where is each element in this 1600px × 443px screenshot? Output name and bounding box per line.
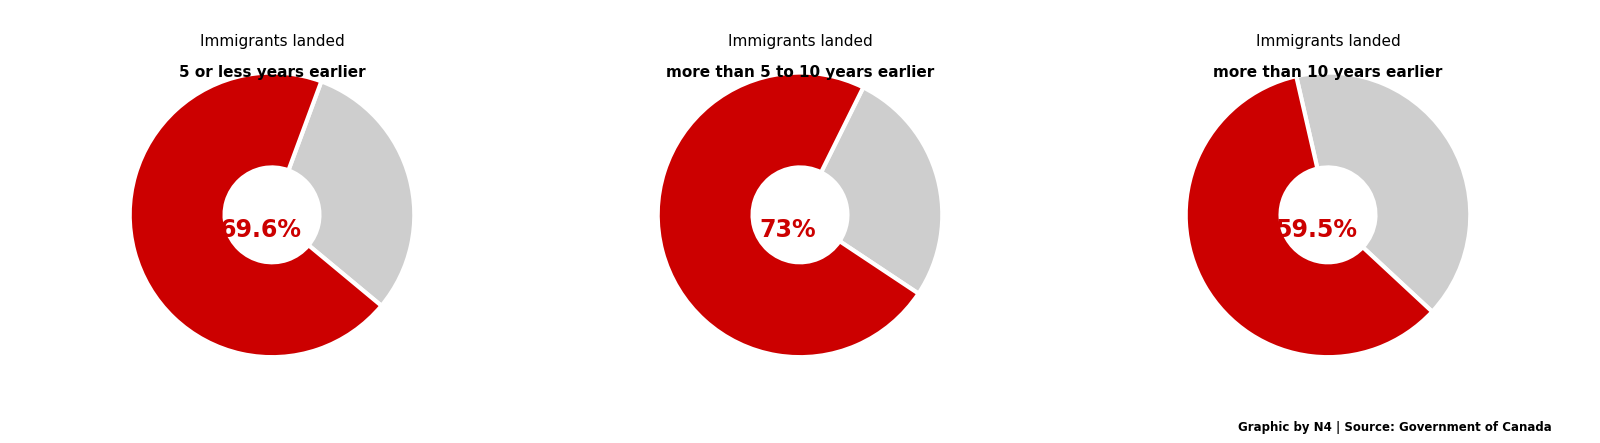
Text: more than 10 years earlier: more than 10 years earlier [1213,65,1443,80]
Text: 69.6%: 69.6% [219,218,301,242]
Text: Immigrants landed: Immigrants landed [1256,34,1400,49]
Text: Immigrants landed: Immigrants landed [728,34,872,49]
Text: more than 5 to 10 years earlier: more than 5 to 10 years earlier [666,65,934,80]
Wedge shape [130,73,381,357]
Wedge shape [658,73,918,357]
Text: 73%: 73% [760,218,816,242]
Wedge shape [288,82,414,306]
Text: Immigrants landed: Immigrants landed [200,34,344,49]
Text: 5 or less years earlier: 5 or less years earlier [179,65,365,80]
Text: Graphic by N4 | Source: Government of Canada: Graphic by N4 | Source: Government of Ca… [1238,421,1552,434]
Wedge shape [1186,76,1432,357]
Wedge shape [1296,73,1470,312]
Text: 59.5%: 59.5% [1275,218,1357,242]
Wedge shape [821,87,942,294]
